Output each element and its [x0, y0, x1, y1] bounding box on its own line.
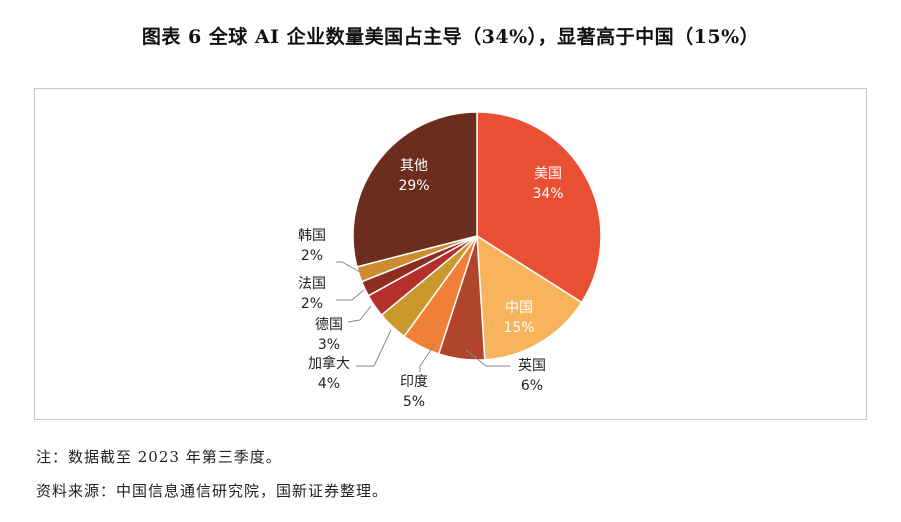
slice-label-1: 中国 [505, 300, 533, 316]
leader-line-5 [347, 305, 372, 323]
source-note: 资料来源：中国信息通信研究院，国新证券整理。 [36, 482, 389, 500]
leader-line-6 [336, 289, 365, 301]
pie-slice-1 [476, 234, 583, 361]
leader-line-3 [419, 343, 436, 372]
slice-label-0: 美国 [534, 166, 562, 182]
slice-label-6: 法国 [298, 276, 326, 292]
slice-value-2: 6% [521, 378, 543, 394]
slice-label-5: 德国 [315, 317, 343, 333]
slice-value-5: 3% [318, 337, 340, 353]
slice-label-2: 英国 [518, 357, 546, 374]
chart-frame [34, 88, 867, 420]
footnote: 注：数据截至 2023 年第三季度。 [36, 448, 282, 466]
leader-line-7 [336, 261, 361, 273]
slice-label-4: 加拿大 [308, 355, 350, 372]
leader-line-2 [465, 349, 510, 367]
slice-label-8: 其他 [400, 158, 428, 174]
slice-value-4: 4% [318, 376, 340, 392]
leader-line-4 [356, 329, 392, 367]
chart-title: 图表 6 全球 AI 企业数量美国占主导（34%），显著高于中国（15%） [141, 26, 760, 48]
slice-value-0: 34% [532, 186, 563, 202]
slice-value-8: 29% [398, 178, 429, 194]
slice-value-1: 15% [503, 320, 534, 336]
slice-value-7: 2% [301, 248, 323, 264]
slice-value-6: 2% [301, 296, 323, 312]
slice-label-7: 韩国 [298, 228, 326, 244]
pie-slice-8 [352, 111, 478, 268]
slice-label-3: 印度 [400, 374, 428, 390]
slice-value-3: 5% [403, 394, 425, 410]
